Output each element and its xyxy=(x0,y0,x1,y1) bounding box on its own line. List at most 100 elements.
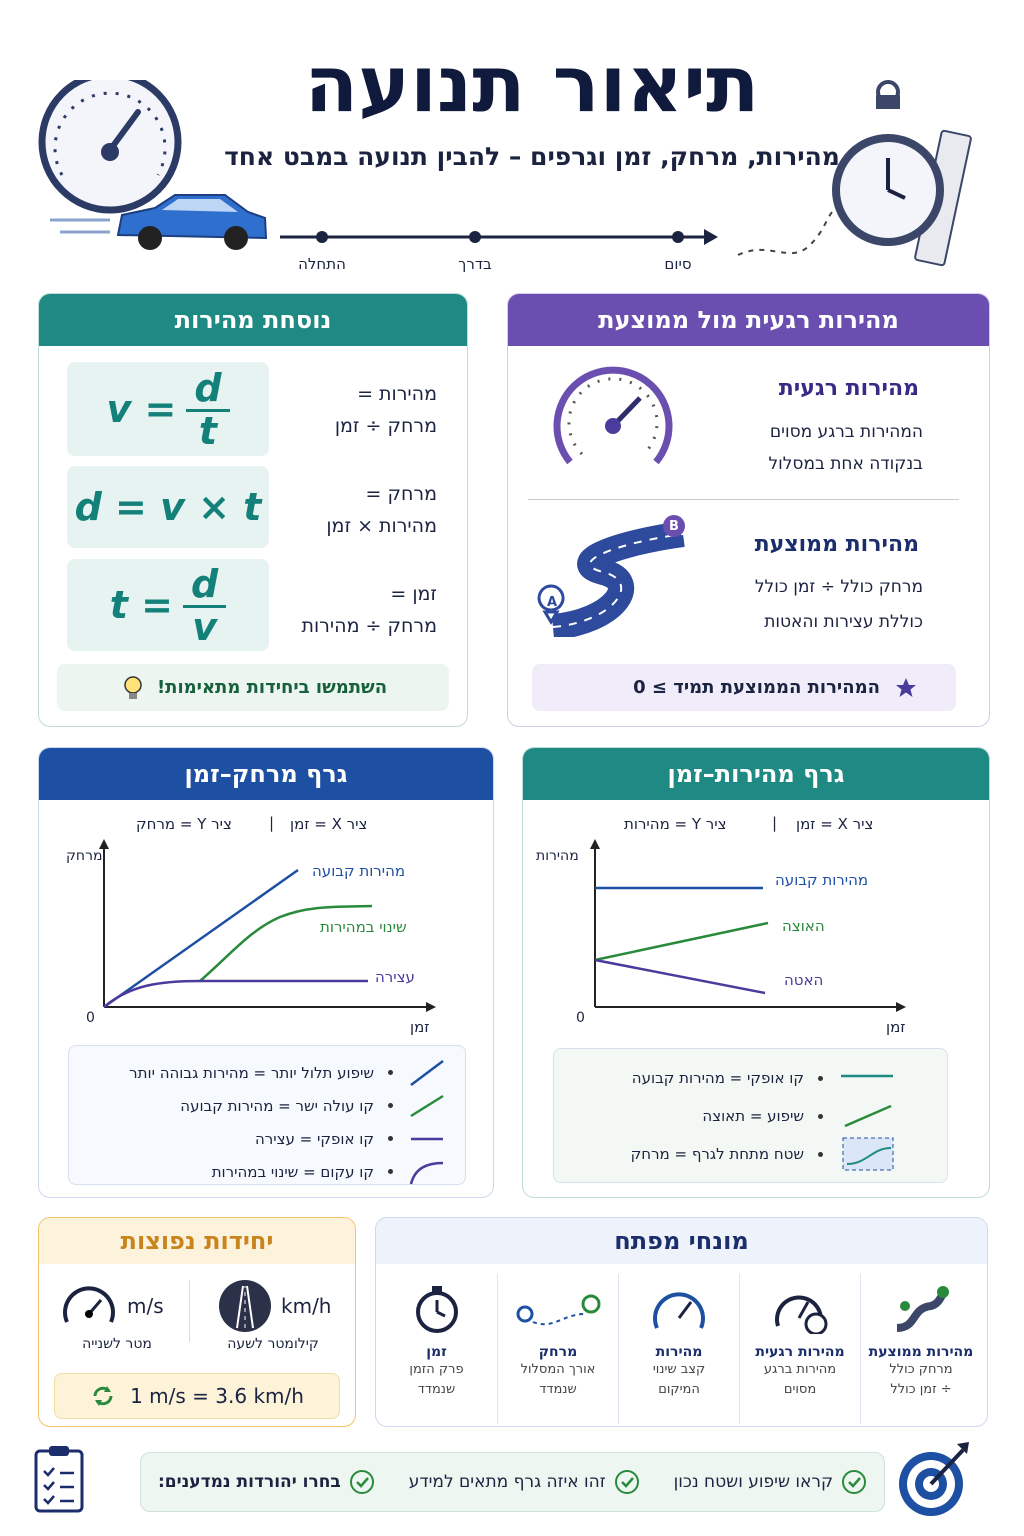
speed-graph xyxy=(590,839,906,1012)
formula-card: נוסחת מהירות v = d t מהירות = מרחק ÷ זמן d … xyxy=(38,293,468,727)
flab: מרחק = מהירות × זמן xyxy=(297,478,437,542)
element: קצב שינוי xyxy=(652,1362,706,1377)
item-line: המהירות ברגע מסוים xyxy=(769,422,923,442)
star-icon xyxy=(896,677,916,697)
fbox: t = d v xyxy=(67,559,269,651)
shape xyxy=(737,207,836,256)
footer: קראו שיפוע ושטח נכון זהו איזה גרף מתאים … xyxy=(140,1452,885,1512)
element: קראו שיפוע ושטח נכון xyxy=(674,1469,867,1495)
formula: t xyxy=(198,408,217,453)
shape xyxy=(848,1477,861,1488)
y-axis-label: מרחק xyxy=(66,848,103,864)
check-icon xyxy=(614,1470,639,1494)
term: מרחק אורך המסלול שנמדד xyxy=(497,1274,618,1424)
gauge-icon xyxy=(63,1286,115,1323)
shape xyxy=(677,1301,693,1319)
dot xyxy=(388,1103,393,1108)
shape xyxy=(219,1280,271,1332)
shape xyxy=(410,1059,444,1086)
element: אורך המסלול xyxy=(520,1362,596,1377)
x-axis-label: זמן xyxy=(410,1018,430,1036)
row: שיפוע תלול יותר = מהירות גבוהה יותר xyxy=(87,1056,447,1089)
origin-label: 0 xyxy=(576,1010,585,1026)
clipboard-icon xyxy=(34,1446,84,1513)
separator: | xyxy=(269,814,275,832)
element: המיקום xyxy=(658,1382,700,1397)
element: מהירות ממוצעת xyxy=(868,1344,974,1360)
shape xyxy=(551,521,685,637)
formula: d xyxy=(186,369,230,412)
element: מהירות ברגע xyxy=(763,1362,837,1377)
label: מרחק = xyxy=(365,483,437,505)
legend-text: קו אופקי = מהירות קבועה xyxy=(631,1069,804,1087)
item-line: בנקודה אחת במסלול xyxy=(768,454,923,474)
title: תיאור תנועה xyxy=(304,40,760,130)
shape xyxy=(236,1285,254,1329)
shape xyxy=(929,1448,965,1486)
shape xyxy=(409,1161,444,1184)
shape xyxy=(896,1002,906,1012)
fbox: v = d t xyxy=(67,362,269,456)
shape xyxy=(128,692,137,699)
formula: v xyxy=(192,604,217,649)
label: מהירות = xyxy=(357,383,437,405)
y-axis-label: מהירות xyxy=(536,848,579,864)
shape xyxy=(469,231,481,243)
line-label: שינוי במהירות xyxy=(320,918,407,936)
term: זמן פרק הזמן שנמדד xyxy=(376,1274,497,1424)
conversion: 1 m/s = 3.6 km/h xyxy=(130,1384,304,1408)
axis-note: ציר X = זמן xyxy=(290,815,368,833)
terms-card: מונחי מפתח מהירות ממוצעת מרחק כולל ÷ זמן כ… xyxy=(375,1217,988,1427)
element: בחרו יהורדות נמדענים: xyxy=(158,1469,375,1495)
check-icon xyxy=(349,1470,374,1494)
card-header: מהירות רגעית מול ממוצעת xyxy=(508,294,989,346)
term-icon xyxy=(516,1294,601,1326)
fbox: d = v × t xyxy=(67,466,269,548)
term: מהירות רגעית מהירות ברגע מסוים xyxy=(739,1274,860,1424)
shape xyxy=(60,1471,74,1503)
shape xyxy=(846,1147,892,1165)
term-icon xyxy=(653,1292,705,1329)
shape xyxy=(797,1301,810,1319)
term-icon xyxy=(415,1286,458,1333)
footer-item: זהו איזה גרף מתאים למידע xyxy=(408,1472,606,1492)
a: המהירות ברגע מסוים בנקודה אחת במסלול xyxy=(768,416,923,480)
element: מסוים xyxy=(783,1382,817,1397)
dot xyxy=(818,1113,823,1119)
line-label: עצירה xyxy=(375,968,415,986)
shape xyxy=(653,1292,705,1329)
shape xyxy=(224,226,248,250)
dot xyxy=(388,1070,393,1075)
element: מהירות xyxy=(655,1344,703,1360)
shape xyxy=(553,366,673,465)
shape xyxy=(355,1477,369,1488)
label: מרחק ÷ זמן xyxy=(334,415,437,437)
shape xyxy=(410,1094,444,1117)
shape xyxy=(411,1137,443,1140)
shape xyxy=(620,1477,634,1488)
shape xyxy=(567,377,659,456)
target-icon xyxy=(899,1442,969,1516)
shape xyxy=(537,584,565,625)
legend-text: שיפוע = תאוצה xyxy=(702,1107,804,1125)
flab: זמן = מרחק ÷ מהירות xyxy=(297,578,437,642)
row: קו אופקי = מהירות קבועה xyxy=(572,1059,897,1097)
road-icon xyxy=(219,1280,271,1332)
legend-text: שטח מתחת לגרף = מרחק xyxy=(630,1145,804,1163)
element: שנמדד xyxy=(539,1382,577,1397)
shape xyxy=(85,1310,93,1318)
line-label: האטה xyxy=(784,971,824,989)
element: זמן xyxy=(426,1344,447,1360)
flab: מהירות = מרחק ÷ זמן xyxy=(297,378,437,442)
shape xyxy=(43,1467,55,1505)
line-label: מהירות קבועה xyxy=(775,871,869,889)
term-icon xyxy=(775,1295,828,1336)
formula: d xyxy=(183,565,227,608)
shape xyxy=(876,80,900,104)
label: זמן = xyxy=(390,583,437,605)
line-label: מהירות קבועה xyxy=(312,862,406,880)
card-header: גרף מהירות–זמן xyxy=(523,748,989,800)
